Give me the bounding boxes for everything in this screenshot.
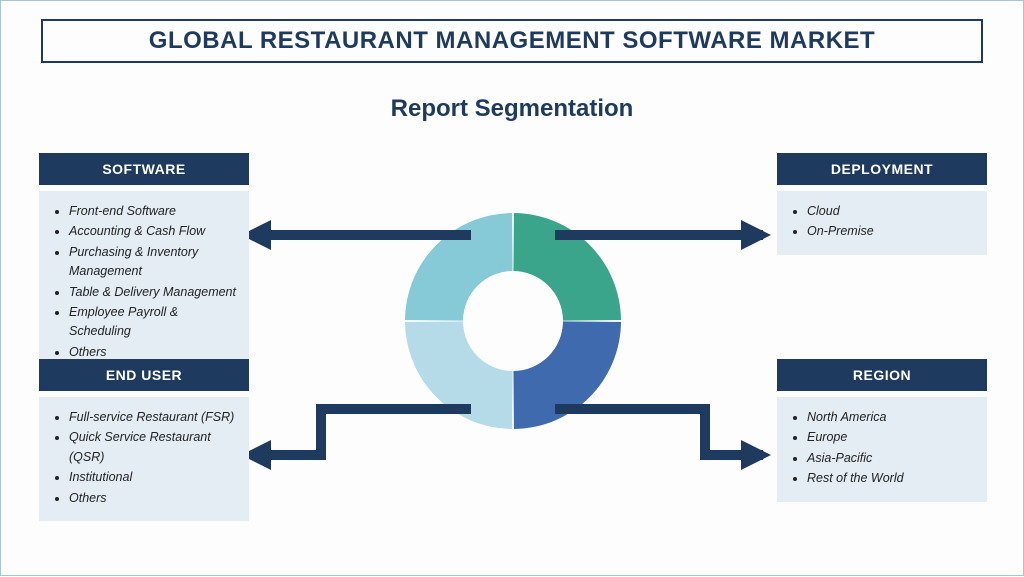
list-item: Rest of the World (807, 469, 975, 488)
segment-header: REGION (777, 359, 987, 391)
list-item: Asia-Pacific (807, 449, 975, 468)
list-item: On-Premise (807, 222, 975, 241)
segment-list: Front-end SoftwareAccounting & Cash Flow… (67, 202, 237, 362)
segment-header: END USER (39, 359, 249, 391)
segment-body: Full-service Restaurant (FSR)Quick Servi… (39, 397, 249, 521)
segment-body: North AmericaEurope Asia-PacificRest of t… (777, 397, 987, 502)
list-item: Purchasing & Inventory Management (69, 243, 237, 282)
list-item: Quick Service Restaurant (QSR) (69, 428, 237, 467)
list-item: Europe (807, 428, 975, 447)
segment-list: Full-service Restaurant (FSR)Quick Servi… (67, 408, 237, 508)
segment-list: North AmericaEurope Asia-PacificRest of t… (805, 408, 975, 489)
segment-list: CloudOn-Premise (805, 202, 975, 242)
list-item: Institutional (69, 468, 237, 487)
segment-header: SOFTWARE (39, 153, 249, 185)
list-item: Full-service Restaurant (FSR) (69, 408, 237, 427)
segment-region: REGION North AmericaEurope Asia-PacificRe… (777, 359, 987, 502)
segment-end-user: END USER Full-service Restaurant (FSR)Qu… (39, 359, 249, 521)
list-item: Employee Payroll & Scheduling (69, 303, 237, 342)
connector-line (555, 409, 763, 455)
list-item: Cloud (807, 202, 975, 221)
segment-body: Front-end SoftwareAccounting & Cash Flow… (39, 191, 249, 375)
segment-software: SOFTWARE Front-end SoftwareAccounting & … (39, 153, 249, 375)
list-item: Others (69, 489, 237, 508)
segment-body: CloudOn-Premise (777, 191, 987, 255)
connector-line (263, 409, 471, 455)
list-item: Front-end Software (69, 202, 237, 221)
list-item: Table & Delivery Management (69, 283, 237, 302)
segment-deployment: DEPLOYMENT CloudOn-Premise (777, 153, 987, 255)
segment-header: DEPLOYMENT (777, 153, 987, 185)
list-item: Accounting & Cash Flow (69, 222, 237, 241)
list-item: North America (807, 408, 975, 427)
